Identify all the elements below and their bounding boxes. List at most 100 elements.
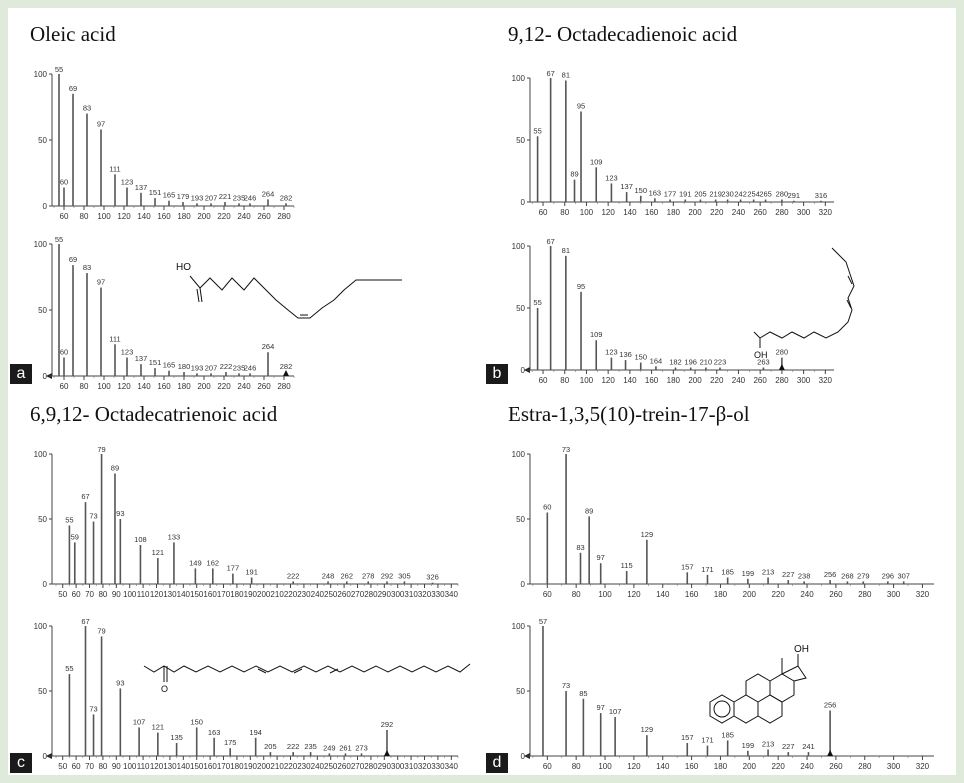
peak-label-81: 81: [562, 246, 570, 255]
x-tick-label: 160: [645, 208, 659, 217]
peak-label-89: 89: [570, 170, 578, 179]
x-tick-label: 260: [753, 376, 767, 385]
peak-label-129: 129: [641, 725, 654, 734]
peak-label-227: 227: [782, 570, 795, 579]
peak-label-235: 235: [233, 363, 246, 372]
peak-label-246: 246: [244, 363, 257, 372]
x-tick-label: 260: [257, 382, 271, 391]
y-tick-label: 100: [34, 70, 48, 79]
peak-label-123: 123: [605, 348, 618, 357]
x-tick-label: 160: [203, 590, 217, 599]
x-tick-label: 220: [710, 376, 724, 385]
x-tick-label: 190: [244, 762, 258, 771]
peak-label-221: 221: [219, 192, 232, 201]
peak-label-249: 249: [323, 743, 336, 752]
x-tick-label: 310: [404, 590, 418, 599]
panel-letter-d: d: [486, 753, 508, 773]
x-tick-label: 270: [351, 762, 365, 771]
x-tick-label: 70: [85, 762, 94, 771]
x-tick-label: 80: [560, 208, 569, 217]
peak-label-107: 107: [133, 717, 146, 726]
x-tick-label: 120: [601, 376, 615, 385]
peak-label-115: 115: [621, 561, 633, 570]
peak-label-264: 264: [262, 189, 275, 198]
spectrum-d-sample: 0 50 100 60 80 100 120 140 160 180 200 220 240 260 280…: [512, 445, 934, 599]
x-tick-label: 200: [688, 376, 702, 385]
peak-label-242: 242: [734, 190, 747, 199]
x-tick-label: 280: [364, 590, 378, 599]
x-tick-label: 60: [60, 382, 69, 391]
peak-label-60: 60: [60, 178, 68, 187]
spectrum-a-sample-plot: 0 50 100 60 80 100 120 140 160 180 200 220 240 260 280…: [34, 65, 295, 221]
peak-label-150: 150: [190, 717, 203, 726]
spectrum-d-sample-plot: 0 50 100 60 80 100 120 140 160 180 200 220 240 260 280…: [512, 445, 934, 599]
oleic-acid-structure: HO: [176, 262, 402, 319]
peak-label-205: 205: [264, 742, 277, 751]
peak-label-109: 109: [590, 330, 603, 339]
x-tick-label: 280: [364, 762, 378, 771]
peak-label-164: 164: [650, 356, 663, 365]
x-tick-label: 200: [257, 762, 271, 771]
x-tick-label: 260: [337, 590, 351, 599]
peak-label-133: 133: [168, 532, 181, 541]
spectrum-d-library: 0 50 100 60 80 100 120 140 160 180 200 220 240 260 280…: [512, 617, 934, 771]
panel-title-a: Oleic acid: [30, 22, 116, 46]
x-tick-label: 60: [72, 590, 81, 599]
peak-label-67: 67: [81, 617, 89, 626]
peak-label-89: 89: [585, 506, 593, 515]
peak-label-185: 185: [721, 730, 734, 739]
x-tick-label: 220: [217, 212, 231, 221]
peak-label-129: 129: [641, 530, 654, 539]
precursor-marker: [827, 750, 834, 756]
y-tick-label: 50: [38, 306, 47, 315]
peak-label-83: 83: [83, 263, 91, 272]
peak-label-135: 135: [170, 733, 183, 742]
x-tick-label: 160: [685, 590, 699, 599]
x-tick-label: 90: [112, 590, 121, 599]
x-tick-label: 60: [543, 590, 552, 599]
x-tick-label: 260: [829, 762, 843, 771]
spectrum-b-sample: 0 50 100 60 80 100 120 140 160 180 200 220 240 260 280…: [512, 69, 834, 217]
x-tick-label: 160: [685, 762, 699, 771]
x-tick-label: 280: [858, 590, 872, 599]
spectrum-a-sample: 0 50 100 60 80 100 120 140 160 180 200 220 240 260 280…: [34, 65, 295, 221]
peak-label-179: 179: [177, 192, 190, 201]
x-tick-label: 80: [98, 762, 107, 771]
x-tick-label: 320: [418, 590, 432, 599]
x-tick-label: 100: [580, 208, 594, 217]
peak-label-123: 123: [605, 173, 618, 182]
panel-title-c: 6,9,12- Octadecatrienoic acid: [30, 402, 278, 426]
x-tick-label: 240: [732, 208, 746, 217]
peak-label-157: 157: [681, 733, 694, 742]
y-tick-label: 100: [34, 450, 48, 459]
peak-label-111: 111: [109, 334, 120, 343]
x-tick-label: 120: [601, 208, 615, 217]
x-tick-label: 50: [58, 590, 67, 599]
peak-label-282: 282: [280, 193, 293, 202]
panel-letter-b: b: [486, 364, 508, 384]
peak-label-85: 85: [579, 689, 587, 698]
x-tick-label: 280: [858, 762, 872, 771]
peak-label-241: 241: [802, 742, 815, 751]
y-tick-label: 50: [516, 515, 525, 524]
x-tick-label: 80: [98, 590, 107, 599]
x-tick-label: 280: [775, 208, 789, 217]
peak-label-55: 55: [55, 235, 63, 244]
x-tick-label: 320: [819, 208, 833, 217]
x-tick-label: 140: [623, 208, 637, 217]
peak-label-194: 194: [249, 728, 262, 737]
peak-label-199: 199: [742, 741, 755, 750]
peak-label-279: 279: [857, 571, 870, 580]
y-tick-label: 0: [43, 752, 48, 761]
y-tick-label: 50: [38, 136, 47, 145]
x-tick-label: 230: [297, 590, 311, 599]
peak-label-280: 280: [776, 190, 789, 199]
peak-label-326: 326: [426, 573, 439, 582]
x-tick-label: 100: [97, 212, 111, 221]
x-tick-label: 130: [163, 762, 177, 771]
x-tick-label: 160: [157, 212, 171, 221]
gla-o-label: O: [161, 684, 168, 694]
y-tick-label: 0: [43, 202, 48, 211]
peak-label-150: 150: [634, 186, 647, 195]
